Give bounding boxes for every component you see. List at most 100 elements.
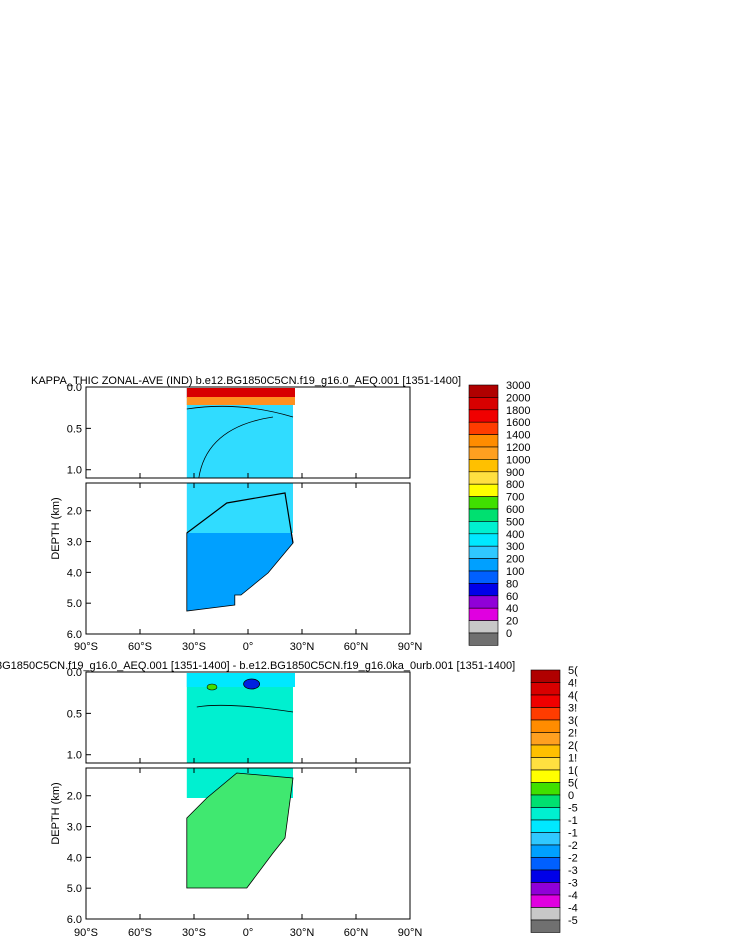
colorbar-label: 2000 bbox=[506, 392, 530, 404]
x-tick-label: 90°S bbox=[74, 927, 98, 939]
colorbar-swatch bbox=[530, 819, 561, 833]
colorbar-label: 600 bbox=[506, 504, 524, 516]
colorbar-swatch bbox=[530, 694, 561, 708]
colorbar-swatch bbox=[530, 832, 561, 846]
colorbar: 5(4!4(3!3(2!2(1!1(5(0-5-1-1-2-2-3-3-4-4-… bbox=[530, 665, 578, 933]
colorbar-label: 3! bbox=[568, 703, 577, 715]
colorbar-swatch bbox=[530, 907, 561, 921]
colorbar-label: -5 bbox=[568, 803, 578, 815]
plot-title: KAPPA_THIC ZONAL-AVE (IND) b.e12.BG1850C… bbox=[31, 375, 461, 387]
colorbar-swatch bbox=[530, 794, 561, 808]
colorbar-swatch bbox=[468, 632, 499, 646]
colorbar-label: 400 bbox=[506, 529, 524, 541]
colorbar-swatch bbox=[468, 521, 499, 535]
colorbar-label: 60 bbox=[506, 591, 518, 603]
colorbar-label: -3 bbox=[568, 878, 578, 890]
y-tick-label: 6.0 bbox=[67, 914, 82, 926]
colorbar-swatch bbox=[468, 471, 499, 485]
y-tick-label: 0.0 bbox=[67, 382, 82, 394]
x-tick-label: 60°N bbox=[344, 641, 369, 653]
colorbar-swatch bbox=[530, 782, 561, 796]
colorbar-label: -4 bbox=[568, 903, 578, 915]
y-tick-label: 4.0 bbox=[67, 852, 82, 864]
x-tick-label: 90°S bbox=[74, 641, 98, 653]
y-tick-label: 0.0 bbox=[67, 667, 82, 679]
colorbar-swatch bbox=[530, 744, 561, 758]
x-tick-label: 60°N bbox=[344, 927, 369, 939]
y-axis-label: DEPTH (km) bbox=[50, 782, 62, 844]
colorbar-swatch bbox=[468, 483, 499, 497]
colorbar-label: -3 bbox=[568, 865, 578, 877]
colorbar-swatch bbox=[530, 894, 561, 908]
colorbar-swatch bbox=[530, 732, 561, 746]
colorbar-swatch bbox=[468, 607, 499, 621]
colorbar-swatch bbox=[530, 919, 561, 933]
colorbar-label: 3( bbox=[568, 715, 578, 727]
colorbar-label: 100 bbox=[506, 566, 524, 578]
colorbar-swatch bbox=[468, 409, 499, 423]
colorbar-swatch bbox=[530, 719, 561, 733]
colorbar-label: 1000 bbox=[506, 454, 530, 466]
surface-band bbox=[186, 673, 295, 687]
colorbar-label: 800 bbox=[506, 479, 524, 491]
x-tick-label: 30°N bbox=[290, 927, 315, 939]
y-tick-label: 3.0 bbox=[67, 537, 82, 549]
upper-field-fill bbox=[186, 673, 293, 763]
colorbar-swatch bbox=[530, 769, 561, 783]
y-tick-label: 1.0 bbox=[67, 750, 82, 762]
y-tick-label: 1.0 bbox=[67, 465, 82, 477]
colorbar-swatch bbox=[468, 558, 499, 572]
y-tick-label: 6.0 bbox=[67, 629, 82, 641]
colorbar-swatch bbox=[468, 583, 499, 597]
colorbar-label: 1400 bbox=[506, 430, 530, 442]
y-tick-label: 5.0 bbox=[67, 883, 82, 895]
colorbar-swatch bbox=[468, 384, 499, 398]
contour-line bbox=[196, 704, 294, 713]
colorbar-swatch bbox=[530, 844, 561, 858]
x-tick-label: 30°S bbox=[182, 641, 206, 653]
colorbar-label: 700 bbox=[506, 492, 524, 504]
colorbar-swatch bbox=[468, 545, 499, 559]
colorbar-swatch bbox=[468, 421, 499, 435]
colorbar-swatch bbox=[530, 869, 561, 883]
colorbar-label: 40 bbox=[506, 603, 518, 615]
surface-band bbox=[186, 388, 295, 398]
x-tick-label: 30°N bbox=[290, 641, 315, 653]
x-tick-label: 0° bbox=[243, 641, 254, 653]
x-tick-label: 90°N bbox=[398, 927, 423, 939]
plot-panel-1: KAPPA_THIC ZONAL-AVE (IND) b.e12.BG1850C… bbox=[31, 375, 530, 653]
contour-line bbox=[198, 416, 274, 479]
colorbar-label: 4! bbox=[568, 678, 577, 690]
x-tick-label: 60°S bbox=[128, 927, 152, 939]
colorbar-swatch bbox=[530, 882, 561, 896]
colorbar-label: 900 bbox=[506, 467, 524, 479]
colorbar-swatch bbox=[468, 434, 499, 448]
surface-band bbox=[186, 397, 295, 405]
colorbar-label: 1800 bbox=[506, 405, 530, 417]
colorbar-swatch bbox=[468, 620, 499, 634]
colorbar-label: 1! bbox=[568, 753, 577, 765]
lower-field-fill bbox=[186, 772, 294, 889]
colorbar-swatch bbox=[468, 397, 499, 411]
colorbar-label: 500 bbox=[506, 516, 524, 528]
colorbar-label: -2 bbox=[568, 853, 578, 865]
colorbar-swatch bbox=[530, 757, 561, 771]
x-tick-label: 30°S bbox=[182, 927, 206, 939]
x-tick-label: 60°S bbox=[128, 641, 152, 653]
colorbar-label: 300 bbox=[506, 541, 524, 553]
colorbar-swatch bbox=[530, 857, 561, 871]
colorbar-label: 0 bbox=[568, 790, 574, 802]
colorbar-label: 4( bbox=[568, 690, 578, 702]
colorbar-swatch bbox=[530, 707, 561, 721]
y-tick-label: 0.5 bbox=[67, 708, 82, 720]
y-tick-label: 2.0 bbox=[67, 791, 82, 803]
colorbar-swatch bbox=[530, 682, 561, 696]
x-tick-label: 90°N bbox=[398, 641, 423, 653]
colorbar-label: 1200 bbox=[506, 442, 530, 454]
colorbar-label: 20 bbox=[506, 616, 518, 628]
colorbar-swatch bbox=[468, 459, 499, 473]
colorbar-swatch bbox=[468, 508, 499, 522]
colorbar-label: -5 bbox=[568, 915, 578, 927]
y-tick-label: 5.0 bbox=[67, 598, 82, 610]
